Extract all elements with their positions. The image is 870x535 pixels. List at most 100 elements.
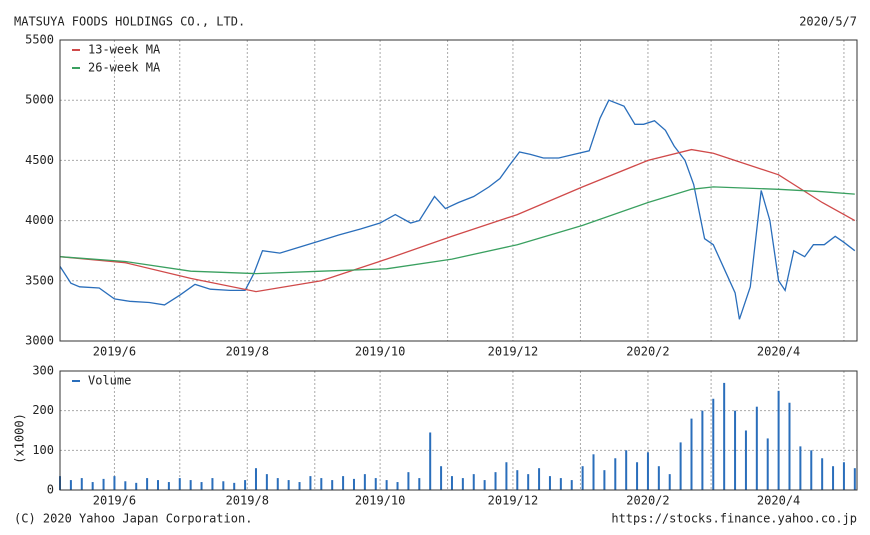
x-tick-label: 2019/6 [93,494,136,508]
y-axis-label: (x1000) [13,413,27,464]
volume-bar [233,482,236,490]
volume-bar [418,478,421,490]
source-url: https://stocks.finance.yahoo.co.jp [611,512,857,526]
volume-bar [636,462,639,490]
x-tick-label: 2019/8 [226,345,269,359]
price-line [59,148,856,293]
x-tick-label: 2020/4 [757,494,800,508]
y-tick-label: 5000 [25,93,54,107]
x-tick-label: 2019/6 [93,345,136,359]
volume-bar [788,402,791,490]
volume-bar [429,432,432,490]
volume-bar [701,410,704,490]
volume-bar [494,472,497,490]
y-tick-label: 200 [32,403,54,417]
volume-bar [211,478,214,490]
volume-bar [548,476,551,490]
volume-bar [744,430,747,490]
volume-bar [712,398,715,490]
volume-bar [657,466,660,490]
volume-bar [734,410,737,490]
volume-bar [331,480,334,490]
volume-bar [472,474,475,490]
volume-bar [102,478,105,490]
volume-bar [821,458,824,490]
volume-bar [483,480,486,490]
volume-bar [668,474,671,490]
volume-bar [352,478,355,490]
volume-bar [799,446,802,490]
volume-bar [614,458,617,490]
volume-bar [156,480,159,490]
volume-bar [374,478,377,490]
volume-bar [222,481,225,490]
plot-border [59,370,858,491]
volume-bar [777,390,780,490]
volume-bar [570,480,573,490]
plot-border [59,39,858,342]
volume-bar [320,478,323,490]
x-tick-label: 2019/10 [355,494,406,508]
x-tick-label: 2020/2 [626,494,669,508]
volume-bar [80,478,83,490]
copyright: (C) 2020 Yahoo Japan Corporation. [14,512,252,526]
y-tick-label: 4500 [25,153,54,167]
volume-bar [832,466,835,490]
legend-label: 26-week MA [88,61,161,75]
x-tick-label: 2020/2 [626,345,669,359]
volume-bar [244,480,247,490]
y-tick-label: 4000 [25,213,54,227]
volume-bar [298,482,301,490]
volume-bar [124,481,127,490]
volume-bar [113,476,116,490]
volume-bar [538,468,541,490]
volume-bar [178,478,181,490]
x-tick-label: 2020/4 [757,345,800,359]
volume-bar [385,480,388,490]
volume-bar [755,406,758,490]
volume-bar [287,480,290,490]
volume-bar [527,474,530,490]
volume-bar [581,466,584,490]
volume-bar [135,482,138,490]
volume-bar [396,482,399,490]
y-tick-label: 100 [32,443,54,457]
volume-bar [853,468,856,490]
y-tick-label: 0 [47,483,54,497]
volume-bar [189,480,192,490]
volume-bar [505,462,508,490]
y-tick-label: 3500 [25,273,54,287]
volume-bar [842,462,845,490]
volume-bar [603,470,606,490]
price-line [59,99,856,320]
x-tick-label: 2019/10 [355,345,406,359]
x-tick-label: 2019/12 [488,494,539,508]
x-tick-label: 2019/8 [226,494,269,508]
volume-bar [810,450,813,490]
volume-bar [592,454,595,490]
volume-bar [200,482,203,490]
volume-bar [91,482,94,490]
volume-bar [146,478,149,490]
x-tick-label: 2019/12 [488,345,539,359]
date: 2020/5/7 [799,15,857,29]
volume-bar [690,418,693,490]
volume-bar [516,470,519,490]
volume-bar [646,452,649,490]
volume-bar [69,480,72,490]
volume-bar [450,476,453,490]
volume-bar [363,474,366,490]
volume-bar [407,472,410,490]
volume-bar [766,438,769,490]
volume-bar [625,450,628,490]
volume-bar [254,468,257,490]
volume-bar [679,442,682,490]
legend-label: 13-week MA [88,43,161,57]
volume-bar [167,482,170,490]
volume-bar [559,478,562,490]
y-tick-label: 3000 [25,334,54,348]
volume-bar [723,382,726,490]
price-line [59,186,855,275]
